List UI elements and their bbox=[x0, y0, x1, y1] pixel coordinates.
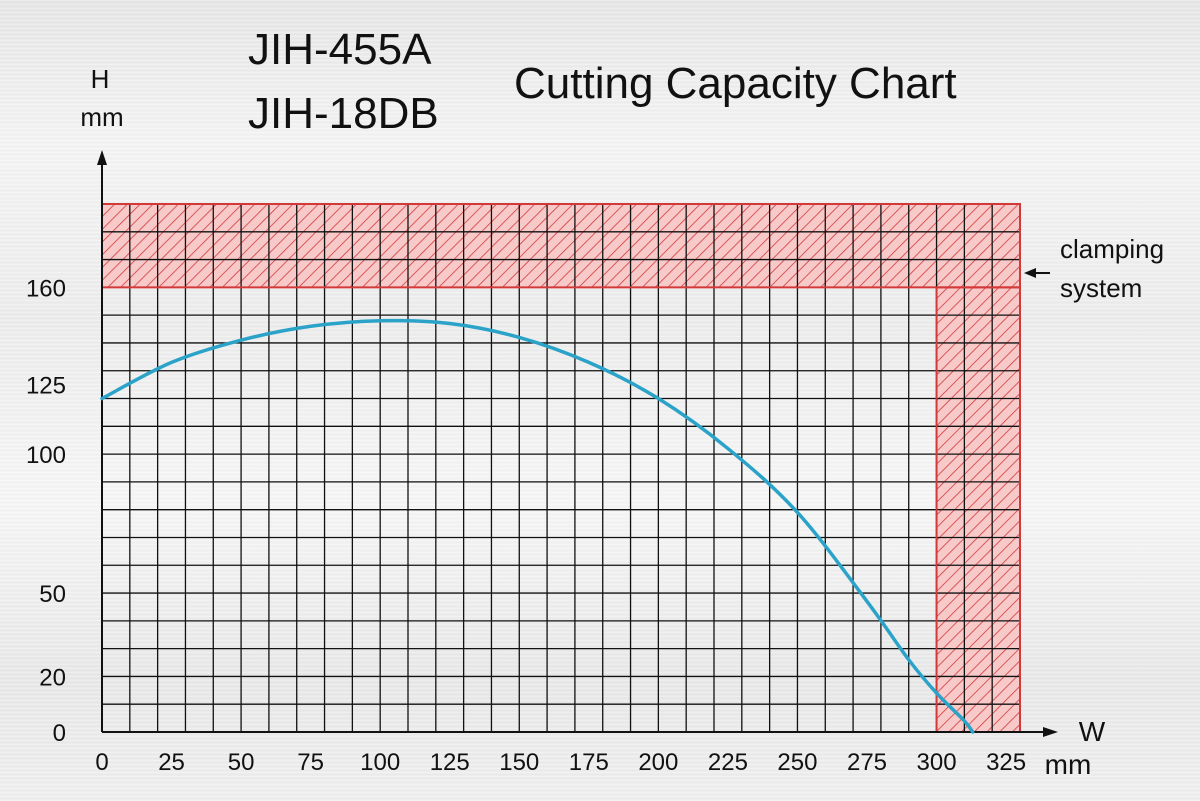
x-tick-label: 150 bbox=[499, 749, 539, 776]
x-axis-label-symbol: W bbox=[1079, 716, 1106, 747]
model-name-1: JIH-455A bbox=[248, 25, 432, 74]
x-tick-label: 125 bbox=[430, 749, 470, 776]
x-tick-label: 225 bbox=[708, 749, 748, 776]
y-tick-label: 125 bbox=[26, 373, 66, 400]
x-tick-label: 0 bbox=[95, 749, 108, 776]
x-tick-label: 75 bbox=[297, 749, 324, 776]
chart-title: Cutting Capacity Chart bbox=[514, 59, 957, 108]
y-tick-label: 160 bbox=[26, 275, 66, 302]
annotation-line-2: system bbox=[1060, 273, 1142, 303]
capacity-curve-0 bbox=[100, 318, 975, 734]
y-axis-arrow-icon bbox=[97, 150, 107, 165]
annotation-arrow-icon bbox=[1024, 268, 1036, 278]
y-tick-label: 0 bbox=[53, 720, 66, 747]
x-axis-label-unit: mm bbox=[1045, 749, 1092, 780]
x-tick-label: 25 bbox=[158, 749, 185, 776]
x-tick-label: 200 bbox=[638, 749, 678, 776]
restricted-zone-hatch-0 bbox=[102, 204, 1020, 288]
x-tick-label: 325 bbox=[986, 749, 1026, 776]
x-tick-label: 175 bbox=[569, 749, 609, 776]
x-tick-label: 50 bbox=[228, 749, 255, 776]
y-tick-label: 50 bbox=[39, 581, 66, 608]
y-axis-label-unit: mm bbox=[80, 102, 123, 132]
x-tick-label: 275 bbox=[847, 749, 887, 776]
y-axis-label-symbol: H bbox=[91, 64, 110, 94]
restricted-zones bbox=[102, 204, 1020, 732]
x-tick-label: 300 bbox=[917, 749, 957, 776]
annotation-line-1: clamping bbox=[1060, 234, 1164, 264]
model-name-2: JIH-18DB bbox=[248, 89, 439, 138]
x-tick-label: 250 bbox=[777, 749, 817, 776]
x-tick-label: 100 bbox=[360, 749, 400, 776]
labels: 0 25 50 75 100 125 150 175 200 225 250 275 300 325 0 20… bbox=[26, 64, 1164, 780]
series bbox=[100, 318, 975, 734]
axes bbox=[97, 150, 1058, 737]
y-tick-label: 20 bbox=[39, 664, 66, 691]
y-tick-label: 100 bbox=[26, 442, 66, 469]
x-axis-arrow-icon bbox=[1043, 727, 1058, 737]
